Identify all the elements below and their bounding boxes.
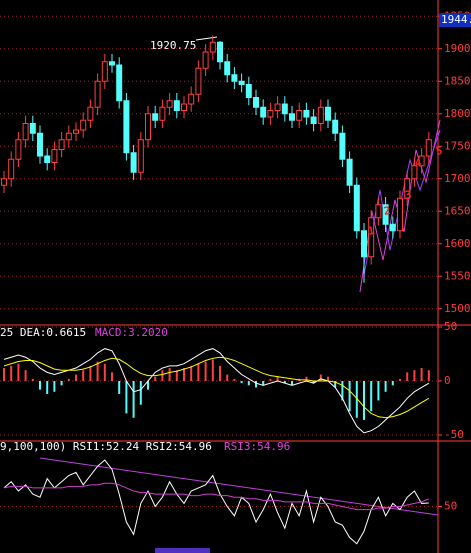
candle-body: [317, 106, 324, 124]
candle-body: [65, 132, 72, 141]
candle-body: [245, 84, 252, 98]
rsi-header: 9,100,100) RSI1:52.24 RSI2:54.96: [0, 440, 212, 453]
candle-body: [22, 123, 29, 141]
candle-body: [281, 103, 288, 115]
last-price-box: [439, 13, 471, 28]
candle-body: [296, 110, 303, 121]
peak-label: 1920.75: [150, 39, 196, 52]
candle-body: [188, 93, 195, 105]
y-tick-label: 1500: [444, 302, 471, 315]
candle-body: [346, 158, 353, 186]
candle-body: [195, 67, 202, 95]
candle-body: [368, 217, 375, 258]
macd-line: [3, 356, 430, 419]
y-tick-label: 1800: [444, 107, 471, 120]
candle-body: [389, 223, 396, 232]
rsi-line: [3, 482, 429, 511]
candle-body: [411, 165, 418, 180]
candle-body: [37, 132, 43, 157]
candle-body: [44, 155, 51, 163]
y-tick-label: 50: [444, 320, 457, 333]
candle-body: [425, 139, 432, 157]
hand-annotation: 5: [435, 144, 444, 158]
peak-pointer: [195, 36, 218, 41]
y-tick-label: 1600: [444, 237, 471, 250]
macd-line: [3, 348, 430, 434]
candle-body: [94, 80, 101, 108]
candle-body: [209, 41, 216, 53]
candle-body: [274, 103, 281, 111]
candle-body: [418, 155, 425, 167]
rsi-trendline: [39, 457, 439, 516]
candle-body: [29, 123, 36, 134]
y-tick-label: 1650: [444, 204, 471, 217]
candle-body: [152, 113, 159, 121]
candle-body: [397, 197, 403, 232]
candle-body: [1, 178, 7, 186]
candle-body: [231, 74, 238, 82]
candle-body: [101, 61, 108, 82]
candle-body: [325, 106, 331, 121]
y-tick-label: 0: [444, 374, 451, 387]
hand-annotation: 1: [367, 224, 376, 238]
candle-body: [15, 139, 22, 160]
candle-body: [217, 41, 223, 63]
candle-body: [361, 230, 367, 258]
candle-body: [303, 110, 310, 118]
candle-body: [80, 119, 87, 131]
candle-body: [253, 97, 259, 108]
scroll-bar: [155, 548, 210, 553]
last-price-label: 1944.: [441, 13, 471, 26]
candle-body: [8, 158, 15, 180]
candle-body: [181, 103, 187, 111]
y-tick-label: 1900: [444, 42, 471, 55]
candle-body: [267, 110, 274, 118]
y-tick-label: 1850: [444, 74, 471, 87]
candle-body: [310, 116, 317, 124]
candle-body: [173, 100, 180, 111]
y-tick-label: -50: [444, 428, 464, 441]
candle-body: [238, 80, 245, 85]
candle-body: [353, 184, 360, 232]
candle-body: [159, 106, 166, 121]
candle-body: [224, 61, 231, 76]
candle-body: [166, 100, 173, 108]
hand-annotation: 2: [383, 204, 392, 218]
rsi-header: RSI3:54.96: [224, 440, 290, 453]
candle-body: [332, 119, 339, 134]
hand-annotation: 4: [414, 156, 423, 170]
hand-annotation: 3: [404, 188, 413, 202]
candle-body: [109, 61, 115, 66]
macd-header: 25 DEA:0.6615: [0, 326, 86, 339]
candle-body: [382, 204, 389, 225]
candle-body: [87, 106, 94, 121]
candle-body: [51, 149, 58, 163]
candle-body: [339, 132, 346, 160]
y-tick-label: 1700: [444, 172, 471, 185]
candle-body: [73, 129, 79, 134]
candle-body: [123, 100, 130, 154]
candle-body: [58, 139, 65, 150]
y-tick-label: 50: [444, 500, 457, 513]
candle-body: [404, 178, 411, 199]
y-tick-label: 1550: [444, 269, 471, 282]
candle-body: [202, 51, 209, 69]
rsi-line: [3, 459, 429, 545]
y-tick-label: 1750: [444, 139, 471, 152]
candle-body: [145, 113, 151, 141]
candle-body: [260, 106, 267, 118]
candle-body: [375, 204, 382, 219]
candle-body: [130, 152, 137, 173]
macd-header: MACD:3.2020: [95, 326, 168, 339]
candle-body: [116, 64, 123, 102]
candle-body: [289, 113, 295, 121]
candle-body: [137, 139, 144, 173]
